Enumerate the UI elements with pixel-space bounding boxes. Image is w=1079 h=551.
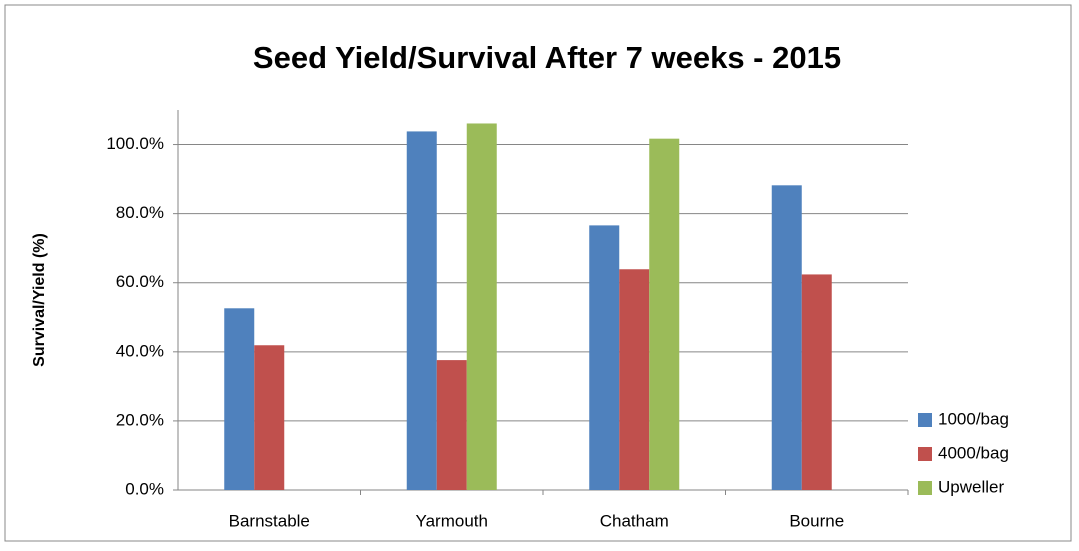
bar xyxy=(436,360,467,490)
bar xyxy=(224,308,255,490)
bar xyxy=(619,269,650,490)
bar xyxy=(589,225,620,490)
y-tick-label: 100.0% xyxy=(106,134,164,153)
y-tick-label: 60.0% xyxy=(116,272,164,291)
x-tick-label: Barnstable xyxy=(229,511,310,530)
y-tick-label: 20.0% xyxy=(116,410,164,429)
legend-swatch xyxy=(918,413,932,427)
legend-label: 1000/bag xyxy=(938,409,1009,428)
bar xyxy=(771,185,802,491)
x-tick-label: Chatham xyxy=(600,511,669,530)
bar xyxy=(466,123,497,491)
chart-title: Seed Yield/Survival After 7 weeks - 2015 xyxy=(253,40,841,75)
chart-border xyxy=(4,4,1072,542)
y-tick-label: 0.0% xyxy=(125,479,164,498)
bar xyxy=(254,345,285,490)
y-tick-label: 40.0% xyxy=(116,341,164,360)
y-tick-label: 80.0% xyxy=(116,203,164,222)
x-tick-label: Bourne xyxy=(789,511,844,530)
legend-label: Upweller xyxy=(938,477,1004,496)
y-axis-label: Survival/Yield (%) xyxy=(31,233,48,367)
legend-swatch xyxy=(918,481,932,495)
bar xyxy=(801,274,832,490)
x-tick-label: Yarmouth xyxy=(416,511,488,530)
bar xyxy=(406,131,437,490)
legend-swatch xyxy=(918,447,932,461)
bar xyxy=(649,138,680,490)
legend-label: 4000/bag xyxy=(938,443,1009,462)
